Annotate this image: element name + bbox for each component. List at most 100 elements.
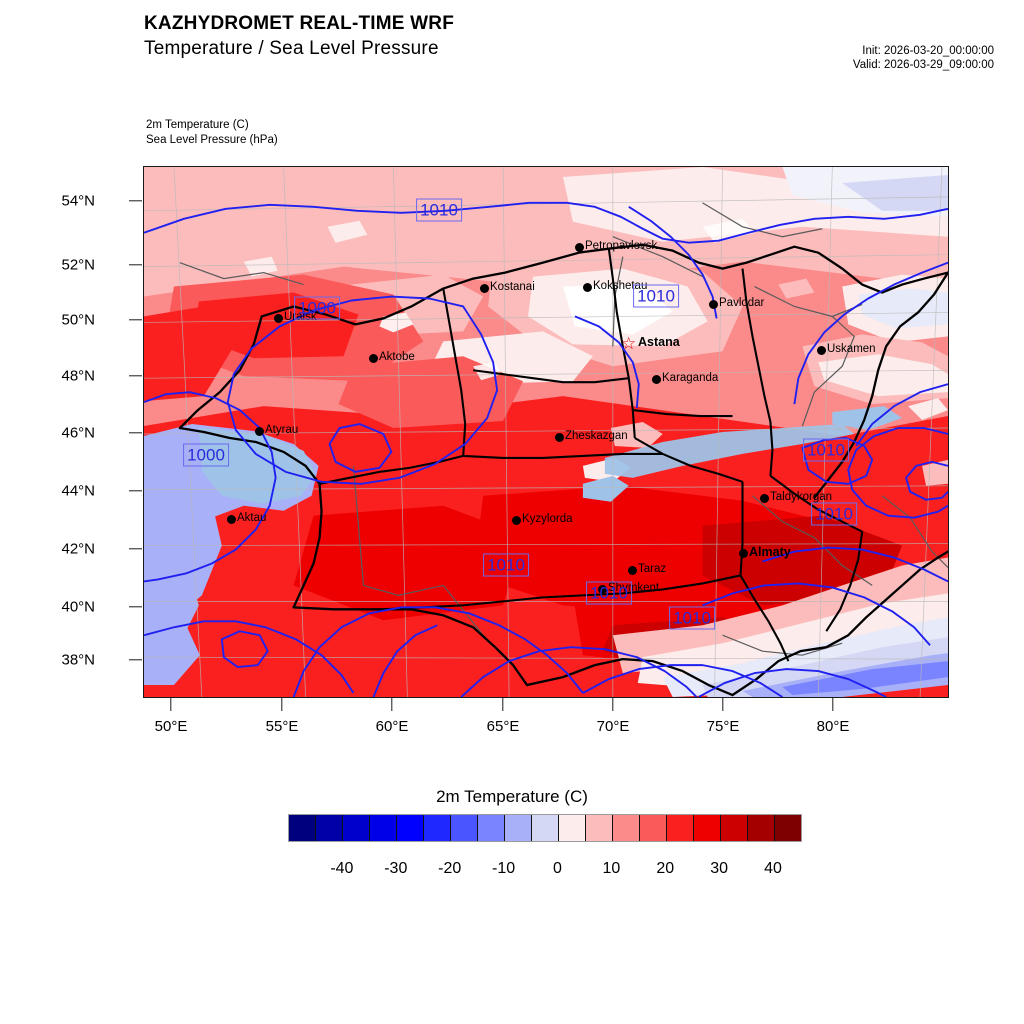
variable-labels: 2m Temperature (C) Sea Level Pressure (h…: [146, 118, 278, 148]
city-label: Almaty: [749, 545, 791, 559]
page-title: KAZHYDROMET REAL-TIME WRF: [144, 13, 455, 34]
city-dot-icon: [226, 514, 236, 524]
city-dot-icon: [597, 584, 607, 594]
city-label: Uskamen: [827, 343, 876, 355]
capital-star-icon: ☆: [621, 334, 637, 353]
city-label: Zheskazgan: [565, 430, 628, 442]
isobar-label: 1010: [416, 198, 462, 222]
init-time: Init: 2026-03-20_00:00:00: [862, 45, 994, 57]
lon-tick: [502, 698, 504, 711]
colorbar-cell: [505, 815, 532, 841]
lon-label: 60°E: [375, 718, 409, 735]
title-block: KAZHYDROMET REAL-TIME WRF Temperature / …: [144, 12, 454, 61]
lat-tick: [129, 548, 142, 550]
colorbar-tick-label: 20: [656, 860, 675, 877]
variable-label-temperature: 2m Temperature (C): [146, 119, 249, 131]
colorbar-tick-label: -20: [438, 860, 462, 877]
city-dot-icon: [368, 353, 378, 363]
page-subtitle: Temperature / Sea Level Pressure: [144, 38, 439, 59]
city-label: Taldykorgan: [770, 491, 833, 503]
lat-tick: [129, 200, 142, 202]
colorbar-ticks: -40 -30 -20 -10 0 10 20 30 40: [288, 860, 800, 882]
lat-label: 54°N: [61, 192, 95, 210]
colorbar-cell: [451, 815, 478, 841]
colorbar-cell: [478, 815, 505, 841]
lon-label: 65°E: [486, 718, 520, 735]
colorbar[interactable]: [288, 814, 802, 842]
map-svg: [144, 167, 948, 697]
isobar-label: 1010: [483, 553, 529, 577]
colorbar-cell: [694, 815, 721, 841]
colorbar-title: 2m Temperature (C): [436, 787, 588, 806]
city-dot-icon: [582, 282, 592, 292]
city-dot-icon: [816, 345, 826, 355]
city-dot-icon: [254, 426, 264, 436]
map-frame[interactable]: Petropavlovsk Kostanai Kokshetau Pavlodar Ur…: [143, 166, 949, 698]
city-dot-icon: [273, 313, 283, 323]
lat-tick: [129, 432, 142, 434]
lat-tick: [129, 659, 142, 661]
lat-label: 38°N: [61, 651, 95, 669]
colorbar-cell: [667, 815, 694, 841]
colorbar-cell: [748, 815, 775, 841]
colorbar-tick-label: 30: [710, 860, 729, 877]
colorbar-cell: [640, 815, 667, 841]
isobar-label: 1010: [669, 606, 715, 630]
lon-tick: [281, 698, 283, 711]
city-dot-icon: [479, 283, 489, 293]
city-dot-icon: [627, 565, 637, 575]
colorbar-tick-label: -30: [384, 860, 408, 877]
lat-tick: [129, 606, 142, 608]
variable-label-pressure: Sea Level Pressure (hPa): [146, 134, 278, 146]
isobar-label: 1010: [811, 502, 857, 526]
city-dot-icon: [651, 374, 661, 384]
city-label: Kyzylorda: [522, 513, 573, 525]
latitude-axis: 54°N 52°N 50°N 48°N 46°N 44°N 42°N 40°N 38°N: [0, 0, 143, 1024]
lon-label: 75°E: [706, 718, 740, 735]
lat-label: 52°N: [61, 256, 95, 274]
model-timestamps: Init: 2026-03-20_00:00:00 Valid: 2026-03…: [853, 44, 994, 72]
lon-label: 80°E: [816, 718, 850, 735]
city-label: Shymkent: [608, 582, 660, 594]
city-label: Kostanai: [490, 281, 535, 293]
lat-tick: [129, 319, 142, 321]
city-label: Petropavlovsk: [585, 240, 658, 252]
isobar-label: 1000: [183, 443, 229, 467]
lat-tick: [129, 264, 142, 266]
lon-label: 70°E: [596, 718, 630, 735]
city-label: Atyrau: [265, 424, 299, 436]
colorbar-tick-label: -10: [492, 860, 516, 877]
colorbar-tick-label: 10: [602, 860, 621, 877]
colorbar-tick-label: 0: [553, 860, 562, 877]
lat-tick: [129, 490, 142, 492]
colorbar-cell: [370, 815, 397, 841]
isobar-label: 1010: [633, 284, 679, 308]
city-label: Aktau: [237, 512, 267, 524]
colorbar-cell: [343, 815, 370, 841]
lon-tick: [722, 698, 724, 711]
colorbar-tick-label: -40: [330, 860, 354, 877]
city-dot-icon: [738, 548, 748, 558]
lat-label: 44°N: [61, 482, 95, 500]
lat-label: 40°N: [61, 598, 95, 616]
lat-label: 46°N: [61, 424, 95, 442]
colorbar-tick-label: 40: [764, 860, 782, 877]
colorbar-cell: [586, 815, 613, 841]
lon-tick: [391, 698, 393, 711]
colorbar-cell: [721, 815, 748, 841]
city-label: Aktobe: [379, 351, 415, 363]
valid-time: Valid: 2026-03-29_09:00:00: [852, 59, 994, 71]
city-dot-icon: [554, 432, 564, 442]
colorbar-cell: [559, 815, 586, 841]
lon-label: 55°E: [265, 718, 299, 735]
map-canvas: [144, 167, 948, 697]
lat-label: 42°N: [61, 540, 95, 558]
isobar-label: 1010: [803, 438, 849, 462]
city-dot-icon: [511, 515, 521, 525]
city-dot-icon: [574, 242, 584, 252]
lon-tick: [170, 698, 172, 711]
colorbar-cell: [532, 815, 559, 841]
colorbar-cell: [424, 815, 451, 841]
lat-tick: [129, 375, 142, 377]
colorbar-cell: [613, 815, 640, 841]
